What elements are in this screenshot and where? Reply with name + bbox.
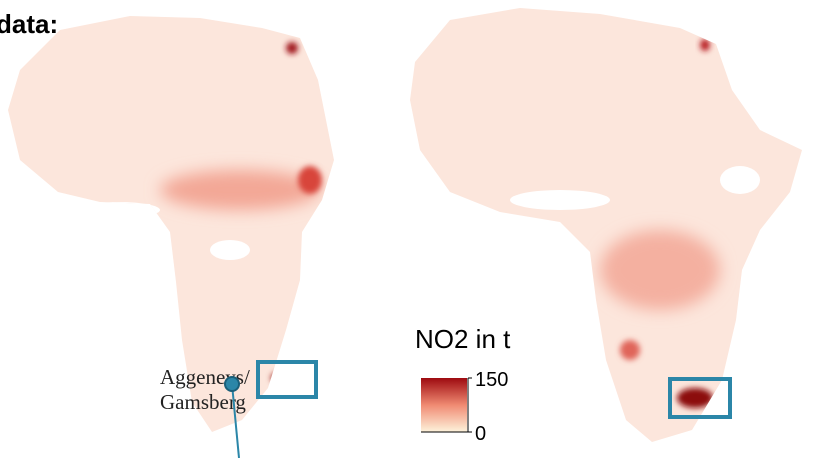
colorbar-tick-label: 150 bbox=[475, 369, 508, 391]
colorbar-tick-label: 0 bbox=[475, 423, 486, 445]
figure: data: Aggeneys/ Gamsberg NO2 in t 1500 bbox=[0, 0, 821, 458]
header-label: data: bbox=[0, 9, 58, 39]
legend-title: NO2 in t bbox=[415, 324, 511, 354]
page: data: Aggeneys/ Gamsberg NO2 in t 1500 (… bbox=[0, 0, 821, 458]
colorbar bbox=[421, 378, 467, 432]
pointer-dot bbox=[225, 377, 239, 391]
